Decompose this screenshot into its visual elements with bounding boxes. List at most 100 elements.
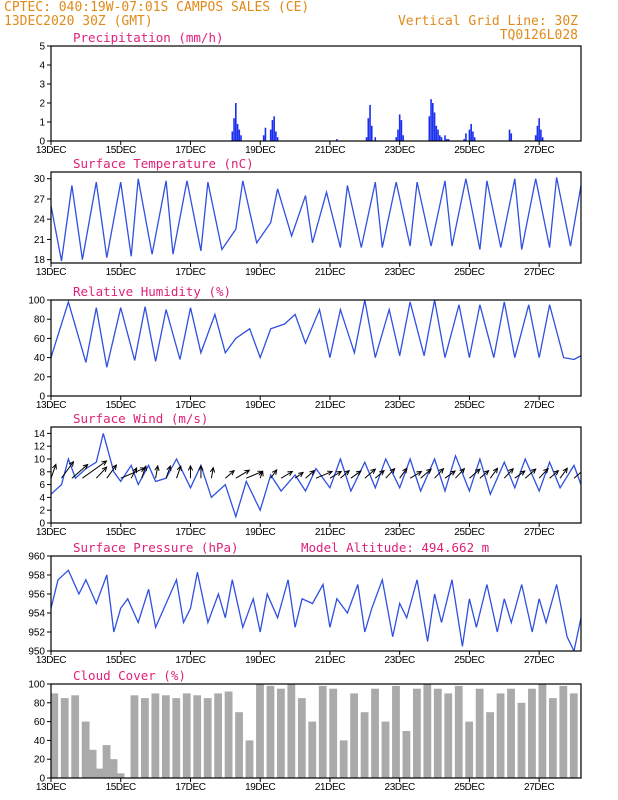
wind-vector (130, 467, 138, 479)
precip-bar (472, 131, 474, 141)
wind-vector (479, 469, 490, 479)
cloud-bar (423, 684, 432, 778)
pres-title: Surface Pressure (hPa) (73, 540, 239, 555)
precip-bar (470, 123, 472, 141)
wind-vector-head (82, 463, 89, 470)
pres-plot-area (51, 569, 581, 651)
wind-vector-head (287, 470, 294, 476)
rh-xtick-label: 15DEC (106, 400, 136, 411)
precip-bar (473, 137, 476, 141)
wind-vector-head (492, 467, 499, 474)
wind-vector (154, 464, 160, 479)
cloud-bar (548, 698, 557, 778)
wind-vector (549, 469, 560, 479)
wind-vector-head (142, 465, 147, 472)
rh-xtick-label: 21DEC (315, 400, 345, 411)
wind-vector (315, 470, 334, 479)
pres-panel: Surface Pressure (hPa) Model Altitude: 49… (28, 540, 582, 666)
precip-xtick-label: 19DEC (245, 145, 275, 156)
cloud-bar (318, 685, 327, 778)
wind-vector-head (438, 467, 445, 474)
wind-vector-shaft (409, 471, 422, 479)
wind-vector (409, 470, 423, 479)
precip-ytick-label: 3 (39, 80, 45, 91)
wind-vector-head (450, 470, 456, 476)
temp-ytick-label: 27 (34, 194, 46, 205)
cloud-bar (130, 695, 139, 778)
wind-vector-head (553, 469, 560, 476)
wind-vector-head (198, 464, 204, 471)
cloud-bar (81, 721, 90, 778)
wind-frame (50, 426, 582, 524)
precip-xtick-label: 23DEC (385, 145, 415, 156)
precip-bar (428, 116, 431, 141)
cloud-bar (392, 685, 400, 778)
wind-vector-shaft (455, 468, 465, 479)
precip-bar (273, 116, 275, 141)
cloud-bar (235, 712, 243, 778)
wind-vector-shaft (315, 470, 333, 479)
wind-vector-head (508, 467, 514, 474)
wind-vector-head (402, 467, 408, 474)
temp-xtick-label: 25DEC (454, 267, 484, 278)
cloud-plot-area (51, 684, 581, 778)
wind-vector (305, 469, 316, 479)
wind-vector-shaft (259, 471, 264, 479)
cloud-bar (475, 688, 484, 778)
precip-bar (398, 114, 401, 141)
wind-vector-head (272, 469, 278, 475)
temp-xtick-label: 21DEC (315, 267, 345, 278)
wind-vector-head (355, 470, 362, 476)
cloud-bar (60, 698, 69, 778)
wind-vector-head (229, 469, 235, 476)
wind-vector (364, 468, 377, 479)
wind-vector (340, 469, 351, 479)
wind-vector (434, 467, 445, 479)
precip-ytick-label: 4 (39, 61, 45, 72)
wind-vector (225, 469, 235, 479)
wind-vector (455, 467, 466, 479)
wind-vector (399, 467, 408, 479)
precip-ytick-label: 2 (39, 99, 45, 110)
wind-vector-shaft (503, 468, 514, 479)
precip-bar (397, 129, 399, 141)
wind-vector-shaft (270, 469, 278, 479)
wind-vector (82, 460, 108, 479)
precip-bar (275, 131, 277, 141)
wind-ytick-label: 6 (39, 480, 45, 491)
pres-xtick-label: 17DEC (175, 655, 205, 666)
precip-bar (336, 139, 338, 141)
wind-vector-shaft (350, 470, 362, 479)
temp-ytick-label: 30 (34, 174, 46, 185)
temp-plot-area (51, 177, 581, 262)
pres-xtick-label: 19DEC (245, 655, 275, 666)
precip-bar (541, 137, 544, 141)
cloud-bar (381, 721, 390, 778)
wind-vector (106, 464, 118, 479)
wind-vector-head (327, 470, 334, 476)
wind-vector (280, 470, 294, 479)
cloud-bar (402, 731, 411, 778)
precip-frame (50, 45, 582, 142)
wind-vector-head (379, 469, 385, 476)
rh-panel: Relative Humidity (%) 0 20 40 60 80 100 13DEC 15… (28, 284, 582, 411)
precip-bar (437, 129, 439, 141)
cloud-ytick-label: 80 (34, 698, 46, 709)
cloud-xtick-label: 13DEC (36, 782, 66, 793)
wind-vector-head (483, 469, 490, 476)
pres-ytick-label: 952 (28, 628, 45, 639)
precip-bar (233, 118, 235, 141)
cloud-bar (444, 693, 453, 778)
wind-vector-head (111, 464, 118, 471)
wind-ytick-label: 0 (39, 519, 45, 530)
precip-bar (231, 131, 234, 141)
wind-vector (374, 469, 385, 479)
cloud-ytick-label: 60 (34, 717, 46, 728)
temp-ytick-label: 24 (34, 215, 46, 226)
cloud-bar (454, 685, 463, 778)
cloud-bar (496, 693, 505, 778)
rh-xtick-label: 19DEC (245, 400, 275, 411)
wind-vector-shaft (61, 461, 74, 479)
cloud-bar (559, 685, 568, 778)
wind-vector-shaft (340, 470, 350, 479)
